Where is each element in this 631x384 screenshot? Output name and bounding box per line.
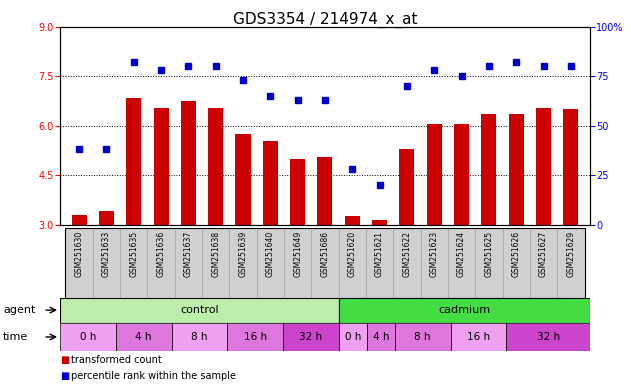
Bar [536, 108, 551, 225]
Text: GSM251640: GSM251640 [266, 230, 275, 277]
Bar [345, 217, 360, 225]
Text: control: control [180, 305, 219, 315]
Bar [448, 228, 475, 298]
Bar [175, 228, 202, 298]
Bar [367, 323, 395, 351]
Bar [454, 124, 469, 225]
Text: GSM251629: GSM251629 [567, 230, 575, 277]
Text: GSM251638: GSM251638 [211, 230, 220, 277]
Bar [339, 228, 366, 298]
Text: GSM251686: GSM251686 [321, 230, 329, 277]
Text: 32 h: 32 h [536, 332, 560, 342]
Bar [366, 228, 393, 298]
Text: cadmium: cadmium [439, 305, 490, 315]
Text: transformed count: transformed count [71, 356, 162, 366]
Bar [172, 323, 227, 351]
Text: GSM251621: GSM251621 [375, 230, 384, 276]
Bar [284, 228, 311, 298]
Bar [475, 228, 502, 298]
Text: GSM251627: GSM251627 [539, 230, 548, 277]
Bar [395, 323, 451, 351]
Bar [399, 149, 415, 225]
Bar [148, 228, 175, 298]
Text: 16 h: 16 h [244, 332, 267, 342]
Text: GDS3354 / 214974_x_at: GDS3354 / 214974_x_at [233, 12, 417, 28]
Bar [202, 228, 229, 298]
Bar [421, 228, 448, 298]
Bar [393, 228, 421, 298]
Bar [229, 228, 257, 298]
Bar [153, 108, 168, 225]
Text: GSM251636: GSM251636 [156, 230, 165, 277]
Bar [257, 228, 284, 298]
Text: agent: agent [3, 305, 35, 315]
Text: time: time [3, 332, 28, 342]
Bar [290, 159, 305, 225]
Bar [93, 228, 120, 298]
Bar [530, 228, 557, 298]
Bar [60, 298, 339, 323]
Text: 0 h: 0 h [80, 332, 96, 342]
Text: 0 h: 0 h [345, 332, 361, 342]
Text: GSM251637: GSM251637 [184, 230, 193, 277]
Text: GSM251620: GSM251620 [348, 230, 357, 277]
Bar [451, 323, 506, 351]
Bar [227, 323, 283, 351]
Bar [509, 114, 524, 225]
Bar [563, 109, 579, 225]
Bar [115, 323, 172, 351]
Bar [60, 323, 115, 351]
Text: GSM251626: GSM251626 [512, 230, 521, 277]
Bar [317, 157, 333, 225]
Bar [339, 298, 590, 323]
Text: GSM251639: GSM251639 [239, 230, 247, 277]
Text: GSM251624: GSM251624 [457, 230, 466, 277]
Bar [235, 134, 251, 225]
Text: ■: ■ [60, 371, 69, 381]
Bar [126, 98, 141, 225]
Text: GSM251623: GSM251623 [430, 230, 439, 277]
Bar [181, 101, 196, 225]
Text: GSM251625: GSM251625 [485, 230, 493, 277]
Text: percentile rank within the sample: percentile rank within the sample [71, 371, 236, 381]
Bar [481, 114, 497, 225]
Bar [339, 323, 367, 351]
Text: ■: ■ [60, 356, 69, 366]
Text: GSM251635: GSM251635 [129, 230, 138, 277]
Bar [262, 141, 278, 225]
Bar [311, 228, 339, 298]
Bar [557, 228, 584, 298]
Bar [427, 124, 442, 225]
Text: GSM251649: GSM251649 [293, 230, 302, 277]
Bar [506, 323, 590, 351]
Text: GSM251630: GSM251630 [74, 230, 83, 277]
Bar [502, 228, 530, 298]
Text: 32 h: 32 h [300, 332, 322, 342]
Text: GSM251622: GSM251622 [403, 230, 411, 276]
Bar [283, 323, 339, 351]
Bar [120, 228, 148, 298]
Bar [71, 215, 86, 225]
Text: 4 h: 4 h [136, 332, 152, 342]
Bar [372, 220, 387, 225]
Text: 8 h: 8 h [191, 332, 208, 342]
Bar [66, 228, 93, 298]
Bar [208, 108, 223, 225]
Text: 4 h: 4 h [372, 332, 389, 342]
Text: GSM251633: GSM251633 [102, 230, 111, 277]
Text: 16 h: 16 h [467, 332, 490, 342]
Text: 8 h: 8 h [415, 332, 431, 342]
Bar [99, 212, 114, 225]
